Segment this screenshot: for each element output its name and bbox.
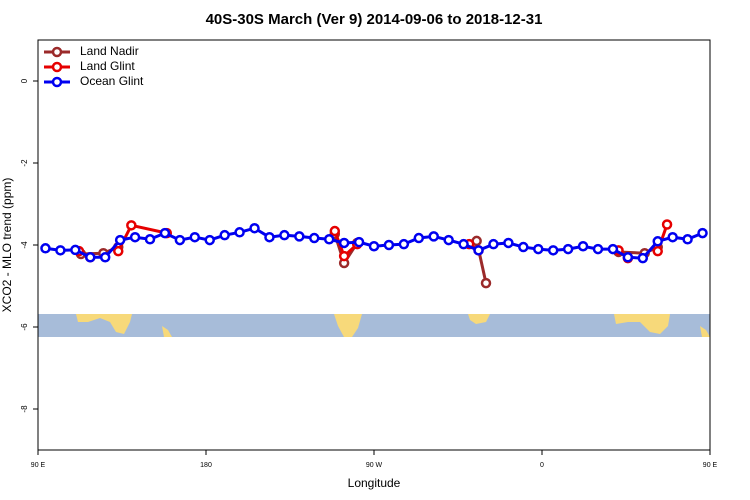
x-tick-label: 180 [200, 462, 212, 469]
x-tick-label: 90 E [703, 462, 718, 469]
point [204, 234, 215, 246]
point [661, 219, 673, 230]
point [329, 225, 341, 237]
point [428, 231, 439, 242]
x-tick-label: 90 E [31, 462, 46, 469]
legend-label: Ocean Glint [80, 74, 144, 88]
point [99, 252, 111, 263]
point [413, 232, 425, 244]
x-axis-label: Longitude [348, 476, 401, 490]
point [652, 236, 663, 247]
point [562, 243, 574, 255]
point [518, 241, 529, 253]
point [547, 245, 559, 256]
point [113, 245, 124, 257]
x-tick-label: 90 W [366, 462, 383, 469]
point [338, 250, 350, 262]
point [443, 234, 454, 246]
point [652, 245, 663, 257]
series-line [80, 233, 659, 284]
point [637, 252, 649, 264]
point [480, 277, 492, 289]
map-band [38, 314, 710, 337]
point [607, 243, 619, 255]
point [70, 244, 81, 256]
point [353, 236, 365, 248]
point [503, 237, 514, 249]
legend-marker [51, 76, 63, 88]
point [622, 252, 634, 263]
y-tick-label: -2 [20, 159, 29, 167]
point [458, 238, 469, 250]
point [697, 227, 708, 239]
point [159, 227, 171, 239]
x-tick-label: 0 [540, 462, 544, 469]
point [249, 222, 260, 234]
point [40, 243, 51, 254]
point [592, 243, 604, 255]
point [473, 245, 484, 256]
point [577, 240, 589, 252]
point [323, 234, 335, 245]
point [294, 231, 305, 242]
point [264, 231, 275, 243]
point [55, 245, 66, 256]
legend-label: Land Glint [80, 59, 135, 73]
legend-marker [51, 46, 63, 58]
point [234, 227, 245, 238]
point [667, 231, 678, 243]
point [309, 232, 320, 244]
point [85, 252, 96, 263]
point [279, 229, 290, 241]
y-tick-label: 0 [20, 78, 29, 83]
point [219, 229, 230, 241]
point [126, 220, 137, 231]
y-tick-label: -8 [20, 405, 29, 413]
point [144, 234, 156, 245]
point [129, 231, 141, 243]
y-tick-label: -6 [20, 323, 29, 331]
point [338, 237, 350, 249]
point [682, 234, 693, 245]
point [114, 234, 126, 246]
legend-label: Land Nadir [80, 44, 139, 58]
point [488, 238, 499, 250]
point [174, 234, 186, 246]
point [368, 240, 380, 252]
point [189, 231, 201, 243]
legend-marker [51, 61, 63, 73]
point [398, 238, 410, 250]
chart-title: 40S-30S March (Ver 9) 2014-09-06 to 2018… [206, 11, 543, 28]
point [533, 243, 544, 255]
point [383, 239, 395, 251]
y-axis-label: XCO2 - MLO trend (ppm) [0, 178, 14, 313]
y-tick-label: -4 [20, 241, 29, 249]
